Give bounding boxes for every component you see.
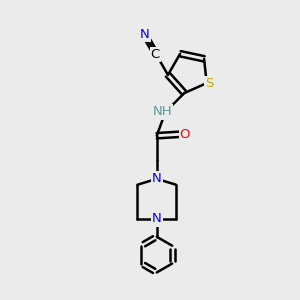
Text: O: O	[180, 128, 190, 141]
Text: N: N	[152, 212, 162, 226]
Text: C: C	[151, 48, 160, 61]
Text: N: N	[152, 172, 162, 185]
Text: N: N	[140, 28, 150, 41]
Text: NH: NH	[153, 106, 172, 118]
Text: S: S	[206, 76, 214, 90]
